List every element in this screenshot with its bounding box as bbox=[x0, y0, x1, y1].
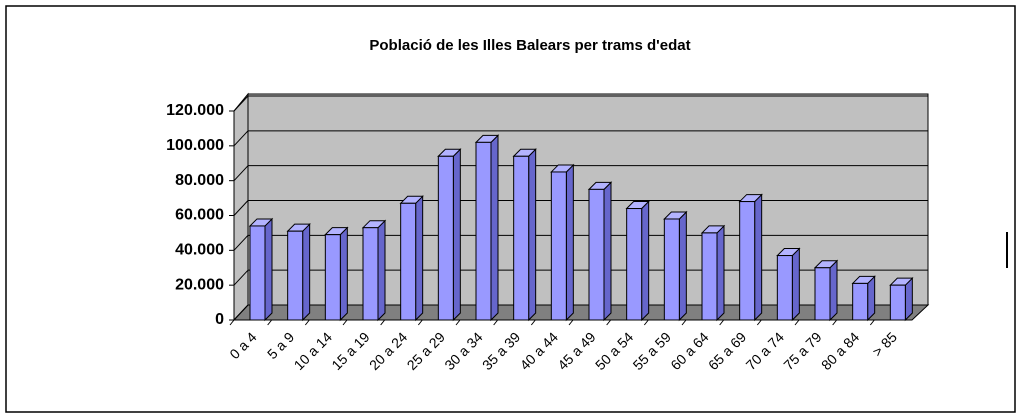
grid-line bbox=[233, 95, 249, 112]
grid-line bbox=[233, 165, 249, 182]
bar-side bbox=[829, 259, 838, 322]
y-tick-label: 60.000 bbox=[175, 207, 224, 224]
bar bbox=[400, 202, 417, 321]
bar-side bbox=[452, 148, 461, 322]
bar-side bbox=[339, 226, 348, 322]
bar bbox=[852, 282, 869, 321]
x-tick-mark bbox=[606, 319, 612, 326]
x-tick-mark bbox=[229, 319, 235, 326]
bar bbox=[739, 201, 756, 321]
bar bbox=[550, 171, 567, 321]
x-tick-mark bbox=[681, 319, 687, 326]
y-tick-label: 120.000 bbox=[166, 102, 224, 119]
bar bbox=[287, 230, 304, 321]
bar-side bbox=[415, 195, 424, 322]
y-tick-label: 100.000 bbox=[166, 137, 224, 154]
bar-side bbox=[264, 217, 273, 322]
y-tick-label: 20.000 bbox=[175, 276, 224, 293]
bar bbox=[701, 232, 718, 321]
bar-side bbox=[603, 181, 612, 322]
bar-side bbox=[377, 219, 386, 322]
x-tick-mark bbox=[342, 319, 348, 326]
bar-side bbox=[641, 200, 650, 322]
x-tick-mark bbox=[530, 319, 536, 326]
grid-line bbox=[233, 234, 249, 251]
x-tick-mark bbox=[756, 319, 762, 326]
bar-side bbox=[490, 134, 499, 322]
y-tick-label: 0 bbox=[215, 311, 224, 328]
bar-side bbox=[716, 224, 725, 322]
bar-side bbox=[754, 193, 763, 322]
x-tick-mark bbox=[643, 319, 649, 326]
x-tick-mark bbox=[794, 319, 800, 326]
grid-line bbox=[233, 304, 249, 321]
bar bbox=[889, 284, 906, 321]
chart-title: Població de les Illes Balears per trams … bbox=[369, 37, 690, 54]
x-tick-mark bbox=[455, 319, 461, 326]
bar-side bbox=[565, 163, 574, 322]
x-tick-mark bbox=[493, 319, 499, 326]
bar bbox=[776, 255, 793, 321]
bar bbox=[814, 267, 831, 321]
side-wall bbox=[233, 92, 249, 322]
x-tick-mark bbox=[832, 319, 838, 326]
x-tick-mark bbox=[719, 319, 725, 326]
bar bbox=[588, 188, 605, 321]
x-tick-mark bbox=[267, 319, 273, 326]
grid-line bbox=[233, 130, 249, 147]
bar bbox=[324, 234, 341, 321]
bar bbox=[513, 155, 530, 321]
y-tick-label: 40.000 bbox=[175, 242, 224, 259]
bar bbox=[626, 208, 643, 321]
bar bbox=[249, 225, 266, 321]
bar-side bbox=[678, 210, 687, 322]
x-tick-mark bbox=[380, 319, 386, 326]
x-tick-mark bbox=[869, 319, 875, 326]
bar bbox=[475, 141, 492, 321]
x-tick-mark bbox=[304, 319, 310, 326]
grid-line bbox=[233, 200, 249, 216]
y-tick-label: 80.000 bbox=[175, 172, 224, 189]
bar-side bbox=[791, 247, 800, 322]
x-tick-mark bbox=[568, 319, 574, 326]
x-tick-mark bbox=[417, 319, 423, 326]
bar bbox=[663, 218, 680, 321]
bar-side bbox=[528, 148, 537, 322]
grid-line bbox=[233, 269, 249, 286]
bar bbox=[362, 227, 379, 321]
bar-side bbox=[302, 222, 311, 322]
bar bbox=[437, 155, 454, 321]
